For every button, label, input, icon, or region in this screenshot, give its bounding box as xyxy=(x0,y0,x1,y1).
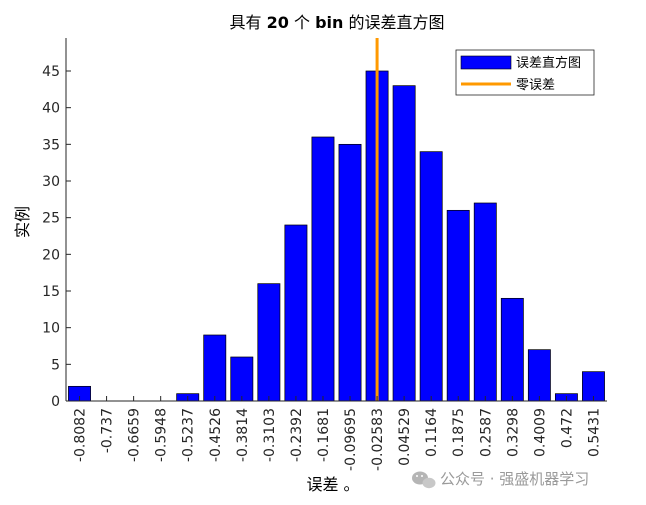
x-tick-label: -0.5237 xyxy=(181,408,197,462)
histogram-bar xyxy=(446,209,470,402)
histogram-bar xyxy=(311,136,335,402)
x-tick-label: -0.09695 xyxy=(343,408,359,471)
x-axis-title: 误差 。 xyxy=(306,475,359,494)
histogram-bar xyxy=(419,151,443,402)
histogram-bar xyxy=(392,85,416,402)
x-tick-label: 0.5431 xyxy=(586,408,602,457)
x-tick-label: 0.472 xyxy=(559,408,575,448)
x-tick-label: -0.3103 xyxy=(262,408,278,462)
bars-group xyxy=(68,70,605,402)
x-tick-label: -0.2392 xyxy=(289,408,305,462)
histogram-bar xyxy=(500,297,524,402)
x-tick-label: 0.04529 xyxy=(397,408,413,466)
y-tick-label: 10 xyxy=(42,321,60,337)
histogram-bar xyxy=(284,224,308,402)
wechat-icon xyxy=(412,471,436,489)
x-tick-label: -0.4526 xyxy=(208,408,224,462)
x-tick-label: 0.2587 xyxy=(478,408,494,457)
x-tick-label: -0.1681 xyxy=(316,408,332,462)
x-tick-label: -0.6659 xyxy=(127,408,143,462)
x-tick-label: 0.4009 xyxy=(532,408,548,457)
y-tick-label: 20 xyxy=(42,247,60,263)
x-tick-label: 0.3298 xyxy=(505,408,521,457)
x-tick-label: 0.1164 xyxy=(424,408,440,457)
histogram-bar xyxy=(473,202,497,402)
watermark: 公众号 · 强盛机器学习 xyxy=(412,470,589,489)
chart-title: 具有 20 个 bin 的误差直方图 xyxy=(230,13,445,32)
y-axis-title: 实例 xyxy=(13,206,32,238)
watermark-text: 公众号 · 强盛机器学习 xyxy=(440,470,589,488)
histogram-bar xyxy=(527,349,551,402)
histogram-bar xyxy=(257,283,281,402)
y-tick-label: 5 xyxy=(51,357,60,373)
legend: 误差直方图 零误差 xyxy=(455,49,595,96)
y-tick-label: 15 xyxy=(42,284,60,300)
x-tick-label: 0.1875 xyxy=(451,408,467,457)
y-ticks-group: 0 5 10 15 20 25 30 35 40 45 xyxy=(42,64,71,410)
histogram-bar xyxy=(203,334,227,402)
x-tick-label: -0.8082 xyxy=(73,408,89,462)
y-tick-label: 25 xyxy=(42,211,60,227)
x-tick-label: -0.737 xyxy=(100,408,116,453)
y-tick-label: 35 xyxy=(42,137,60,153)
x-tick-label: -0.02583 xyxy=(370,408,386,471)
axes-group xyxy=(65,38,607,402)
x-tick-label: -0.3814 xyxy=(235,408,251,462)
y-tick-label: 0 xyxy=(51,394,60,410)
legend-item-histogram: 误差直方图 xyxy=(516,55,581,71)
legend-bar-swatch xyxy=(460,55,512,70)
y-tick-label: 30 xyxy=(42,174,60,190)
histogram-bar xyxy=(230,356,254,402)
legend-item-zero-error: 零误差 xyxy=(516,78,555,93)
y-tick-label: 45 xyxy=(42,64,60,80)
x-ticks-group: -0.8082 -0.737 -0.6659 -0.5948 -0.5237 -0.452… xyxy=(73,396,602,471)
x-tick-label: -0.5948 xyxy=(154,408,170,462)
histogram-bar xyxy=(338,143,362,402)
y-tick-label: 40 xyxy=(42,101,60,117)
